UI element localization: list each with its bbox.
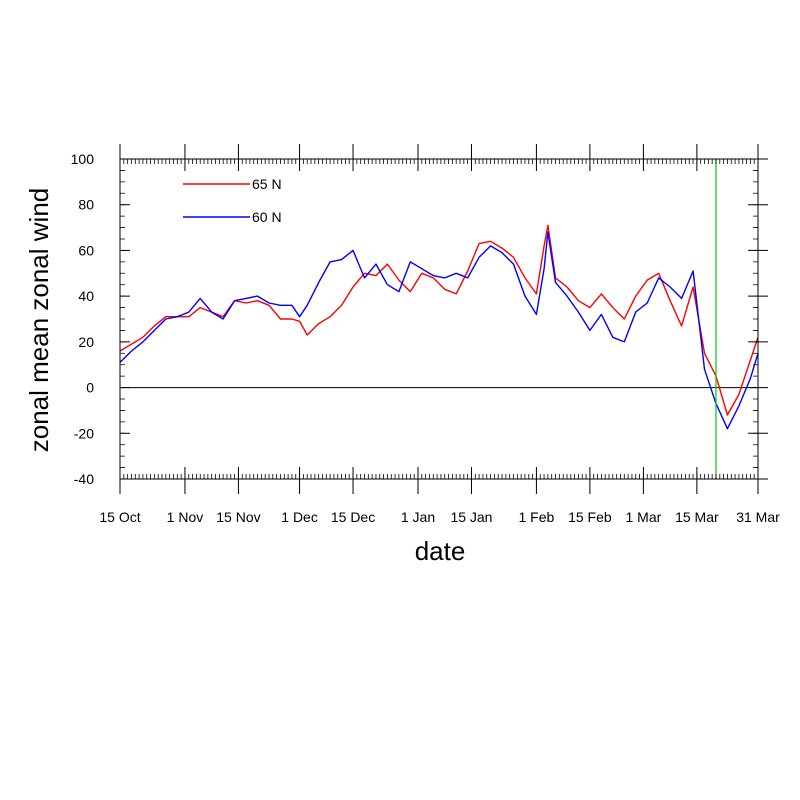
x-tick-label: 1 Jan (401, 509, 435, 525)
y-tick-label: -20 (74, 425, 94, 441)
y-tick-label: 20 (78, 334, 94, 350)
x-tick-label: 15 Mar (675, 509, 719, 525)
y-axis-title: zonal mean zonal wind (24, 188, 54, 453)
minor-ticks (119, 158, 759, 480)
legend-label-60n: 60 N (252, 209, 282, 225)
y-axis: 100 80 60 40 20 0 -20 -40 (71, 151, 768, 487)
x-tick-label: 15 Nov (216, 509, 260, 525)
y-tick-label: 80 (78, 197, 94, 213)
x-tick-label: 15 Feb (568, 509, 612, 525)
series-line-65n (119, 224, 759, 416)
y-tick-label: 40 (78, 288, 94, 304)
y-tick-label: 0 (86, 380, 94, 396)
x-axis-title: date (415, 536, 466, 566)
x-tick-label: 15 Oct (99, 509, 140, 525)
x-tick-label: 31 Mar (736, 509, 780, 525)
x-tick-label: 1 Feb (519, 509, 555, 525)
x-axis: 15 Oct 1 Nov 15 Nov 1 Dec 15 Dec 1 Jan 15 Jan 1… (99, 144, 780, 525)
x-tick-label: 15 Dec (331, 509, 375, 525)
y-tick-label: -40 (74, 471, 94, 487)
x-tick-label: 1 Mar (625, 509, 661, 525)
x-tick-label: 1 Dec (281, 509, 318, 525)
minor-tick-marks (119, 158, 759, 480)
legend: 65 N 60 N (183, 176, 282, 225)
legend-label-65n: 65 N (252, 176, 282, 192)
x-tick-label: 15 Jan (450, 509, 492, 525)
x-tick-label: 1 Nov (167, 509, 204, 525)
y-tick-label: 100 (71, 151, 95, 167)
series-group (119, 159, 759, 479)
plot-frame (119, 158, 759, 480)
y-tick-label: 60 (78, 242, 94, 258)
plot-area: 15 Oct 1 Nov 15 Nov 1 Dec 15 Dec 1 Jan 15 Jan 1… (71, 144, 780, 525)
series-line-60n (119, 231, 759, 430)
